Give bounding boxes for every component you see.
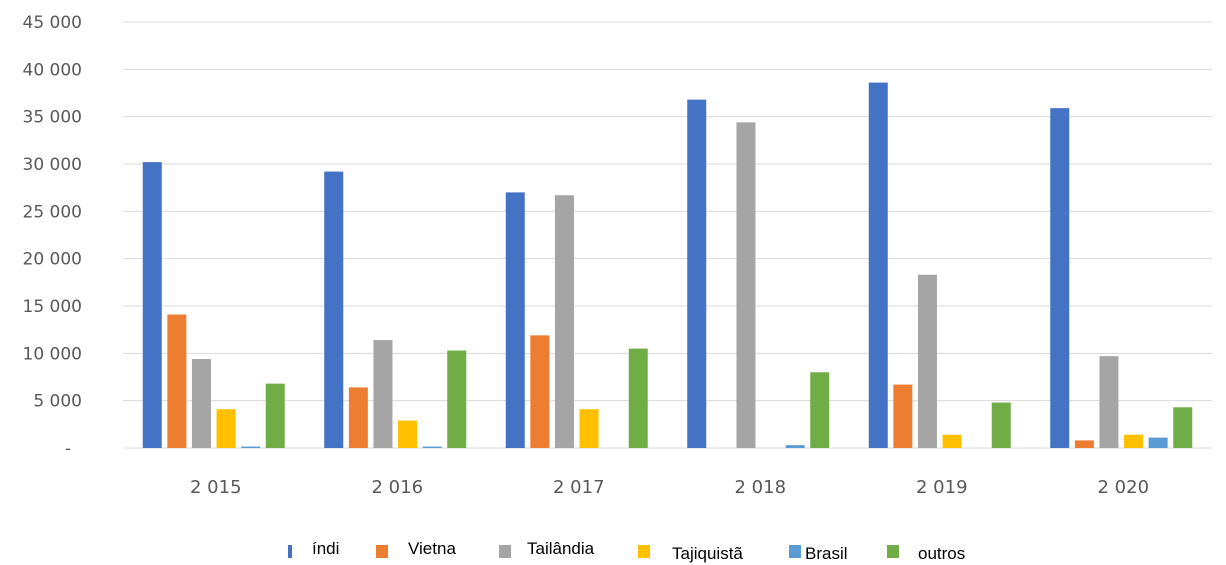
bar xyxy=(942,434,962,448)
legend-marker xyxy=(789,545,801,558)
legend-marker xyxy=(638,545,650,558)
x-tick-label: 2 017 xyxy=(553,477,605,498)
legend-marker xyxy=(499,545,511,558)
y-tick-label: 15 000 xyxy=(23,297,82,317)
bar xyxy=(191,359,211,448)
bar xyxy=(505,192,525,448)
bar xyxy=(917,274,937,448)
bar xyxy=(373,340,393,448)
x-axis-category-labels: 2 015 2 016 2 017 2 018 2 019 2 020 xyxy=(190,477,1149,498)
y-tick-label: - xyxy=(65,439,71,459)
x-tick-label: 2 018 xyxy=(734,477,786,498)
bar xyxy=(628,348,648,448)
legend-label: índi xyxy=(312,539,339,558)
bars xyxy=(142,82,1193,449)
legend-label: outros xyxy=(918,544,965,563)
bar xyxy=(324,171,344,448)
y-tick-label: 10 000 xyxy=(23,344,82,364)
x-tick-label: 2 015 xyxy=(190,477,242,498)
bar xyxy=(265,383,285,448)
legend-marker xyxy=(887,545,899,558)
bar xyxy=(736,122,756,448)
bar xyxy=(554,195,574,448)
bar xyxy=(1173,407,1193,448)
bar xyxy=(1074,440,1094,448)
bar xyxy=(398,420,418,448)
legend-label: Tajiquistã xyxy=(672,544,743,563)
y-tick-label: 20 000 xyxy=(23,250,82,270)
bar xyxy=(1099,356,1119,448)
bar xyxy=(785,445,805,448)
y-tick-label: 35 000 xyxy=(23,108,82,128)
y-tick-label: 40 000 xyxy=(23,60,82,80)
bar xyxy=(530,335,550,448)
bar xyxy=(1124,434,1144,448)
legend-label: Tailândia xyxy=(527,539,595,558)
bar xyxy=(422,446,442,448)
bar xyxy=(241,446,261,448)
bar xyxy=(1148,437,1168,448)
bar xyxy=(447,350,467,448)
y-axis-tick-labels: - 5 000 10 000 15 000 20 000 25 000 30 000 35 0… xyxy=(23,13,82,459)
bar xyxy=(142,162,162,448)
y-tick-label: 5 000 xyxy=(33,392,82,412)
x-tick-label: 2 020 xyxy=(1097,477,1149,498)
bar xyxy=(991,402,1011,448)
legend-label: Brasil xyxy=(805,544,848,563)
legend-marker xyxy=(288,545,292,558)
bar xyxy=(1050,108,1070,448)
y-tick-label: 45 000 xyxy=(23,13,82,33)
y-tick-label: 25 000 xyxy=(23,202,82,222)
bar xyxy=(868,82,888,448)
legend-label: Vietna xyxy=(408,539,456,558)
bar xyxy=(167,314,187,448)
legend: índi Vietna Tailândia Tajiquistã Brasil outro… xyxy=(288,539,965,563)
bar xyxy=(893,384,913,448)
bar xyxy=(348,387,368,448)
x-tick-label: 2 016 xyxy=(371,477,423,498)
y-tick-label: 30 000 xyxy=(23,155,82,175)
bar xyxy=(216,409,236,448)
bar xyxy=(687,99,707,449)
bar xyxy=(810,372,830,448)
legend-marker xyxy=(376,545,388,558)
bar xyxy=(579,409,599,448)
x-tick-label: 2 019 xyxy=(916,477,968,498)
gridlines xyxy=(123,21,1212,449)
